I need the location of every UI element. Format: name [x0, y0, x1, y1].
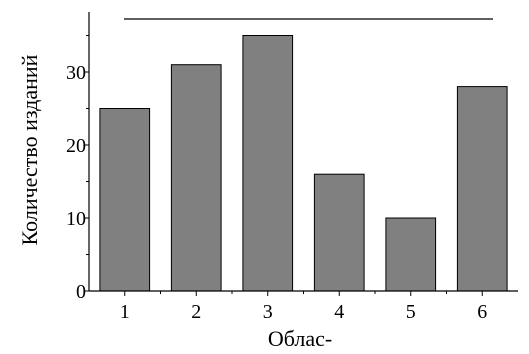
- x-tick-label: 1: [120, 301, 130, 323]
- bars-group: [99, 35, 508, 292]
- bar-4: [313, 173, 365, 292]
- y-axis-title: Количество изданий: [17, 54, 42, 245]
- y-tick-label: 30: [66, 62, 86, 84]
- bar-6: [456, 86, 508, 292]
- x-tick-labels: 1 2 3 4 5 6: [120, 301, 488, 323]
- y-tick-label: 20: [66, 135, 86, 157]
- bar-1: [99, 108, 151, 292]
- x-tick-label: 3: [263, 301, 273, 323]
- y-tick-label: 0: [76, 281, 86, 303]
- axes-group: [84, 12, 518, 296]
- bar-2: [170, 64, 222, 292]
- x-axis-title: Облас-: [268, 326, 332, 351]
- x-tick-label: 5: [406, 301, 416, 323]
- y-tick-label: 10: [66, 208, 86, 230]
- x-tick-label: 6: [477, 301, 487, 323]
- x-tick-label: 4: [334, 301, 344, 323]
- y-tick-labels: 0 10 20 30: [66, 62, 86, 303]
- bar-3: [242, 35, 294, 292]
- bar-5: [385, 217, 437, 292]
- x-tick-label: 2: [191, 301, 201, 323]
